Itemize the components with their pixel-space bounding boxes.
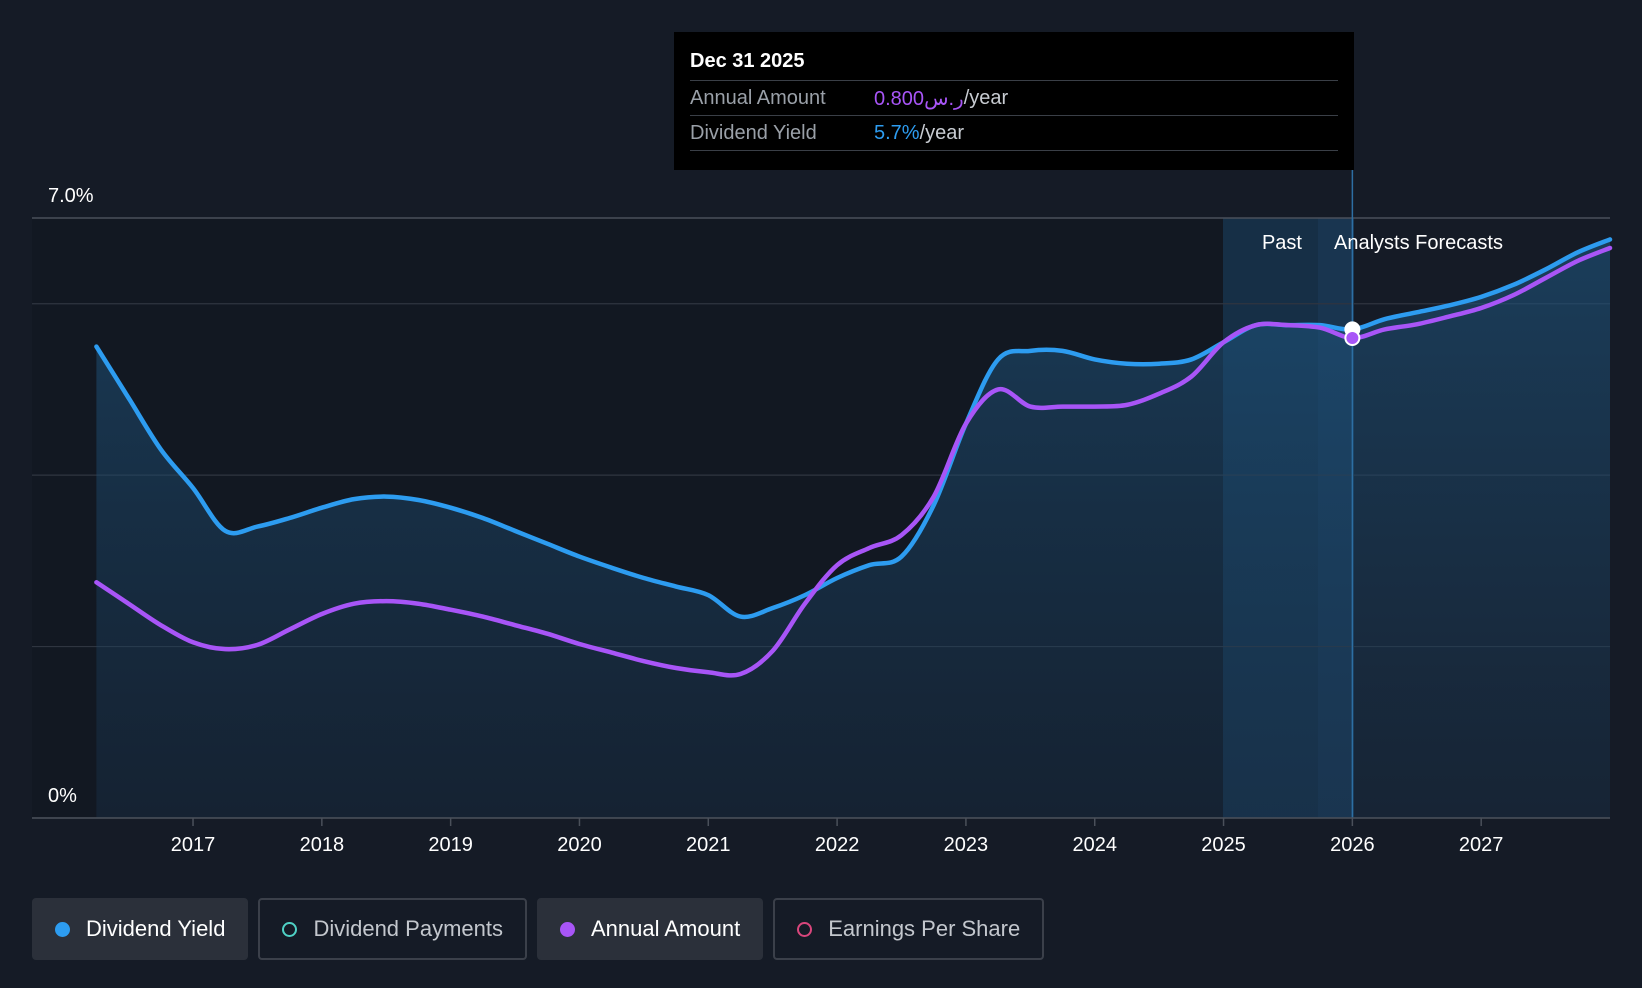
x-tick-label: 2018 [300,834,345,856]
forecast-label: Analysts Forecasts [1334,232,1503,254]
annual-amount-marker [1344,330,1361,346]
tooltip-unit: /year [919,121,965,144]
legend-label: Dividend Yield [86,916,226,941]
legend-dividend-yield[interactable]: Dividend Yield [32,898,249,960]
axes: 2017 2018 2019 2020 2021 2022 2023 2024 2025 2026… [32,185,1610,856]
y-tick-label: 7.0% [48,185,94,207]
x-tick-label: 2022 [815,834,860,856]
x-tick-label: 2021 [686,834,731,856]
legend-dot-icon [55,921,70,937]
x-tick-label: 2024 [1072,834,1117,856]
dividend-yield-area [96,239,1610,818]
chart-legend: Dividend Yield Dividend Payments Annual … [32,898,1045,960]
legend-annual-amount[interactable]: Annual Amount [536,898,764,960]
tooltip-row-dividend-yield: Dividend Yield 5.7% /year [690,116,1338,151]
tooltip-value: 0.800ر.س [874,87,964,110]
past-label: Past [1262,232,1302,254]
highlight-markers [1344,170,1361,818]
y-tick-label: 0% [48,785,77,807]
legend-label: Dividend Payments [313,916,503,941]
tooltip-date: Dec 31 2025 [690,46,1338,81]
legend-earnings-per-share[interactable]: Earnings Per Share [773,898,1045,960]
tooltip-unit: /year [963,86,1009,109]
tooltip-label: Annual Amount [690,86,826,109]
x-tick-label: 2020 [557,834,602,856]
legend-ring-icon [282,921,298,937]
x-tick-label: 2027 [1459,834,1504,856]
legend-dividend-payments[interactable]: Dividend Payments [258,898,527,960]
tooltip-label: Dividend Yield [690,121,817,144]
tooltip-value: 5.7% [874,121,920,144]
chart-tooltip: Dec 31 2025 Annual Amount 0.800ر.س /year… [674,32,1354,170]
x-tick-label: 2025 [1201,834,1246,856]
x-tick-label: 2019 [428,834,473,856]
legend-ring-icon [797,921,813,937]
x-tick-label: 2017 [171,834,216,856]
legend-label: Earnings Per Share [828,916,1021,941]
x-tick-label: 2026 [1330,834,1375,856]
tooltip-row-annual-amount: Annual Amount 0.800ر.س /year [690,81,1338,116]
dividend-yield-area [96,239,1610,818]
x-tick-label: 2023 [944,834,989,856]
legend-dot-icon [559,921,575,937]
legend-label: Annual Amount [590,916,741,941]
